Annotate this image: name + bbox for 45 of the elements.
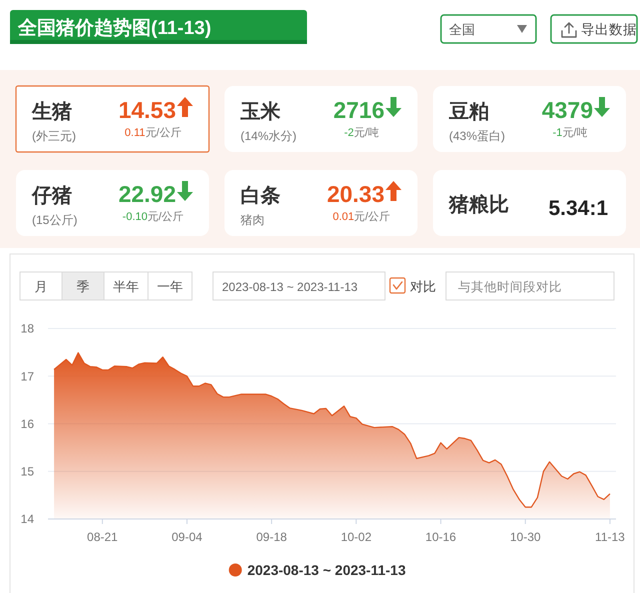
text: 导出数据 <box>581 22 637 37</box>
text: 季 <box>76 279 90 294</box>
text: 全国 <box>449 22 475 37</box>
text: 4379 <box>542 97 593 123</box>
text: 猪粮比 <box>448 193 509 216</box>
x-tick-label: 11-13 <box>595 530 626 544</box>
text: 豆粕 <box>448 101 489 123</box>
y-tick-label: 14 <box>20 512 34 526</box>
text: 全国猪价趋势图(11-13) <box>17 17 212 39</box>
text: 20.33 <box>326 181 384 207</box>
text: 仔猪 <box>31 185 72 207</box>
x-tick-label: 10-30 <box>510 530 542 544</box>
text: 14.53 <box>118 97 176 123</box>
x-tick-label: 08-21 <box>87 530 118 544</box>
text: 5.34:1 <box>548 197 608 220</box>
text: 白条 <box>240 185 280 207</box>
text: 2716 <box>333 97 384 123</box>
data-label: -0.10元/公斤 <box>122 210 184 223</box>
text: 猪肉 <box>240 213 264 227</box>
x-tick-label: 10-02 <box>340 530 372 544</box>
y-tick-label: 17 <box>20 369 34 384</box>
text: 与其他时间段对比 <box>458 280 562 294</box>
y-tick-label: 16 <box>20 416 34 431</box>
text: 22.92 <box>118 181 176 207</box>
x-tick-label: 09-18 <box>256 530 288 544</box>
data-label: 0.01元/公斤 <box>332 210 390 223</box>
text: (14%水分) <box>240 129 297 143</box>
text: 月 <box>34 279 48 294</box>
text: 玉米 <box>240 101 282 123</box>
data-label: 0.11元/公斤 <box>124 126 182 139</box>
text: 一年 <box>157 279 183 294</box>
legend-label: 2023-08-13 ~ 2023-11-13 <box>247 562 406 578</box>
x-tick-label: 10-16 <box>425 530 456 544</box>
text: (43%蛋白) <box>449 129 506 143</box>
text: 半年 <box>113 279 139 294</box>
data-label: -2元/吨 <box>344 126 379 139</box>
text: (15公斤) <box>32 213 78 227</box>
data-label: -1元/吨 <box>552 126 588 139</box>
y-tick-label: 18 <box>20 322 34 336</box>
text: 2023-08-13 ~ 2023-11-13 <box>222 280 358 294</box>
text: (外三元) <box>32 129 76 143</box>
text: 生猪 <box>31 101 72 123</box>
x-tick-label: 09-04 <box>172 530 203 544</box>
y-tick-label: 15 <box>20 464 34 479</box>
text: 对比 <box>410 279 436 294</box>
